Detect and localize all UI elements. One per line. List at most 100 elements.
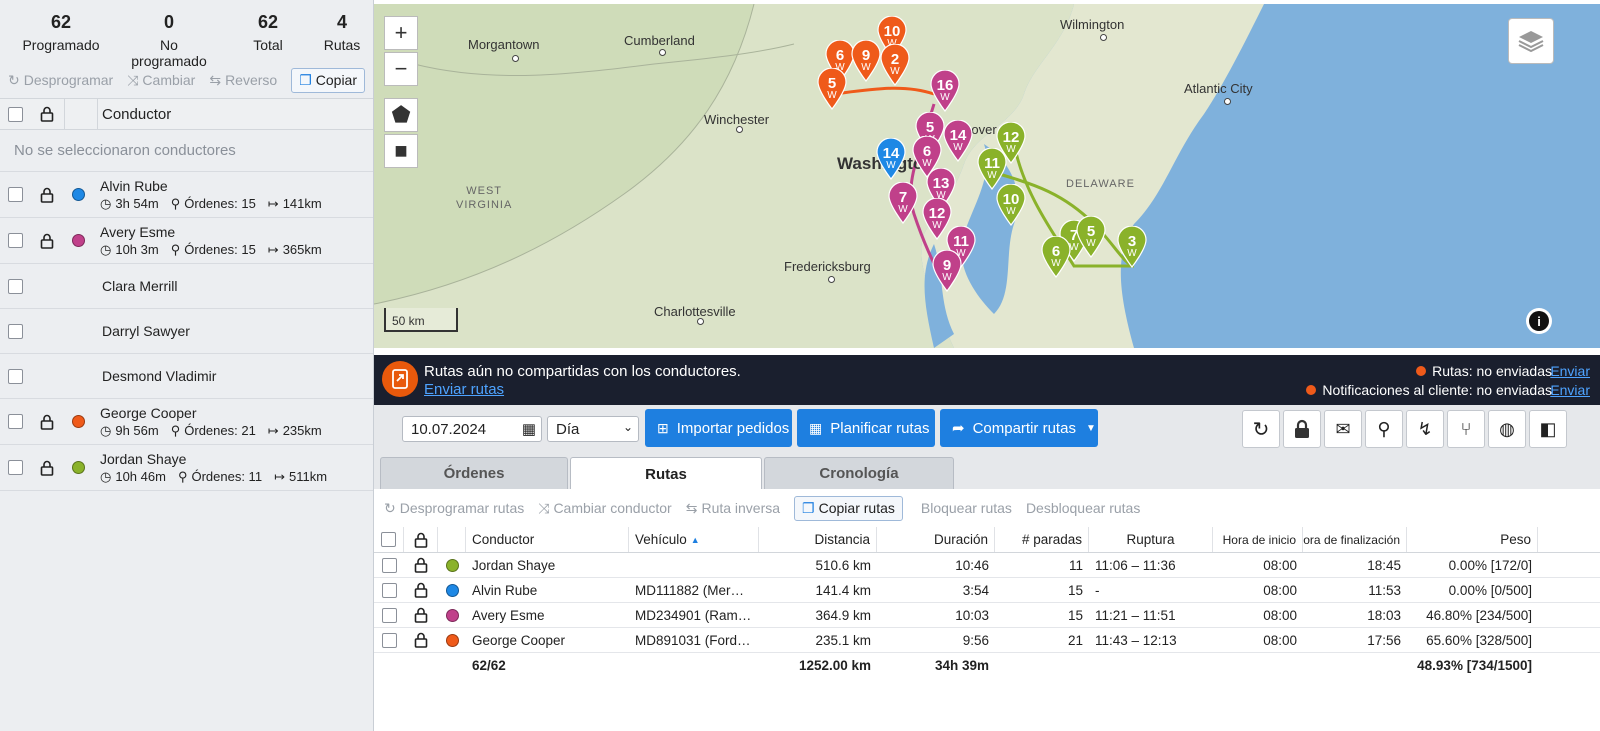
- send-routes-status-link[interactable]: Enviar: [1550, 363, 1590, 379]
- col-duration[interactable]: Duración: [877, 527, 995, 552]
- route-map[interactable]: + − ⬟ ■ i 50 km Morgantown Cumberland Wi…: [374, 4, 1600, 348]
- route-checkbox[interactable]: [381, 582, 397, 598]
- layers-button[interactable]: [1508, 18, 1554, 64]
- refresh-button[interactable]: ↻: [1242, 410, 1280, 448]
- col-stops[interactable]: # paradas: [995, 527, 1089, 552]
- driver-checkbox[interactable]: [7, 323, 23, 339]
- unlock-icon[interactable]: [40, 187, 54, 203]
- period-select[interactable]: Día ⌄: [547, 416, 639, 442]
- unlock-icon[interactable]: [414, 607, 428, 623]
- driver-row[interactable]: Alvin Rube ◷ 3h 54m ⚲ Órdenes: 15 ↦ 141km: [0, 172, 373, 218]
- route-checkbox[interactable]: [381, 632, 397, 648]
- map-pin[interactable]: 14 W: [943, 119, 973, 162]
- unlock-icon[interactable]: [40, 460, 54, 476]
- map-pin[interactable]: 12 W: [922, 197, 952, 240]
- driver-checkbox[interactable]: [7, 460, 23, 475]
- info-button[interactable]: i: [1526, 308, 1552, 334]
- map-pin[interactable]: 10 W: [996, 183, 1026, 226]
- col-vehicle[interactable]: Vehículo ▲: [629, 527, 759, 552]
- send-routes-link[interactable]: Enviar rutas: [424, 381, 505, 398]
- lock-icon[interactable]: [414, 532, 428, 548]
- unschedule-button[interactable]: ↻ Desprogramar: [8, 71, 114, 89]
- lock-routes-button[interactable]: Bloquear rutas: [920, 500, 1012, 516]
- driver-column-header[interactable]: Conductor: [102, 105, 172, 123]
- copy-routes-button[interactable]: ❐ Copiar rutas: [794, 495, 903, 521]
- show-stops-button[interactable]: ⚲: [1365, 410, 1403, 448]
- driver-row[interactable]: Jordan Shaye ◷ 10h 46m ⚲ Órdenes: 11 ↦ 511km: [0, 445, 373, 491]
- table-row[interactable]: George Cooper MD891031 (Ford… 235.1 km 9…: [374, 628, 1600, 653]
- panel-toggle-button[interactable]: ◧: [1529, 410, 1567, 448]
- map-pin[interactable]: 12 W: [996, 121, 1026, 164]
- driver-row[interactable]: Darryl Sawyer: [0, 309, 373, 354]
- driver-checkbox[interactable]: [7, 414, 23, 429]
- route-checkbox[interactable]: [381, 557, 397, 573]
- route-checkbox[interactable]: [381, 607, 397, 623]
- map-pin[interactable]: 10 W: [877, 15, 907, 58]
- col-driver[interactable]: Conductor: [466, 527, 629, 552]
- unlock-icon[interactable]: [40, 414, 54, 430]
- tab-routes[interactable]: Rutas: [570, 457, 762, 490]
- map-pin[interactable]: 11 W: [977, 147, 1007, 190]
- driver-checkbox[interactable]: [7, 278, 23, 294]
- polygon-select-button[interactable]: ⬟: [384, 98, 418, 132]
- col-end[interactable]: Hora de finalización: [1303, 527, 1407, 552]
- date-input[interactable]: 10.07.2024 ▦: [402, 416, 542, 442]
- change-button[interactable]: ⤨ Cambiar: [127, 71, 196, 89]
- zoom-out-button[interactable]: −: [384, 52, 418, 86]
- driver-checkbox[interactable]: [7, 368, 23, 384]
- share-icon: ➦: [952, 420, 965, 437]
- route-branch-button[interactable]: ⑂: [1447, 410, 1485, 448]
- driver-row[interactable]: Avery Esme ◷ 10h 3m ⚲ Órdenes: 15 ↦ 365km: [0, 218, 373, 264]
- calendar-icon[interactable]: ▦: [521, 421, 536, 438]
- map-pin[interactable]: 16 W: [930, 69, 960, 112]
- pin-message-button[interactable]: ✉: [1324, 410, 1362, 448]
- driver-row[interactable]: George Cooper ◷ 9h 56m ⚲ Órdenes: 21 ↦ 235km: [0, 399, 373, 445]
- tab-timeline[interactable]: Cronología: [764, 457, 954, 489]
- table-row[interactable]: Avery Esme MD234901 (Ram… 364.9 km 10:03…: [374, 603, 1600, 628]
- share-routes-button[interactable]: ➦ Compartir rutas ▼: [940, 409, 1098, 447]
- lock-all-button[interactable]: [1283, 410, 1321, 448]
- globe-button[interactable]: ◍: [1488, 410, 1526, 448]
- tab-orders[interactable]: Órdenes: [380, 457, 568, 489]
- col-start[interactable]: Hora de inicio: [1213, 527, 1303, 552]
- import-orders-button[interactable]: ⊞ Importar pedidos: [645, 409, 792, 447]
- driver-checkbox[interactable]: [7, 233, 23, 248]
- col-distance[interactable]: Distancia: [759, 527, 877, 552]
- select-all-routes-checkbox[interactable]: [381, 532, 396, 547]
- route-path-button[interactable]: ↯: [1406, 410, 1444, 448]
- unlock-icon[interactable]: [414, 582, 428, 598]
- driver-row[interactable]: Desmond Vladimir: [0, 354, 373, 399]
- zoom-in-button[interactable]: +: [384, 16, 418, 50]
- unlock-routes-button[interactable]: Desbloquear rutas: [1025, 500, 1141, 516]
- unlock-icon[interactable]: [40, 233, 54, 249]
- map-pin[interactable]: 14 W: [876, 137, 906, 180]
- table-row[interactable]: Jordan Shaye 510.6 km 10:46 11 11:06 – 1…: [374, 553, 1600, 578]
- routes-toolbar: ↻ Desprogramar rutas ⤨ Cambiar conductor ⇆…: [374, 489, 1600, 527]
- unlock-icon[interactable]: [414, 557, 428, 573]
- send-notifications-link[interactable]: Enviar: [1550, 382, 1590, 398]
- table-row[interactable]: Alvin Rube MD111882 (Mer… 141.4 km 3:54 …: [374, 578, 1600, 603]
- driver-checkbox[interactable]: [7, 187, 23, 202]
- plan-routes-button[interactable]: ▦ Planificar rutas: [797, 409, 935, 447]
- rectangle-select-button[interactable]: ■: [384, 134, 418, 168]
- reverse-button[interactable]: ⇆ Reverso: [209, 71, 278, 89]
- lock-icon[interactable]: [40, 106, 54, 122]
- change-driver-button[interactable]: ⤨ Cambiar conductor: [538, 499, 672, 517]
- col-weight[interactable]: Peso: [1407, 527, 1538, 552]
- copy-button[interactable]: ❐ Copiar: [291, 67, 366, 93]
- reverse-route-button[interactable]: ⇆ Ruta inversa: [685, 499, 781, 517]
- col-break[interactable]: Ruptura: [1089, 527, 1213, 552]
- driver-row[interactable]: Clara Merrill: [0, 264, 373, 309]
- select-all-checkbox[interactable]: [7, 106, 23, 122]
- unschedule-routes-button[interactable]: ↻ Desprogramar rutas: [384, 499, 525, 517]
- unlock-icon[interactable]: [414, 632, 428, 648]
